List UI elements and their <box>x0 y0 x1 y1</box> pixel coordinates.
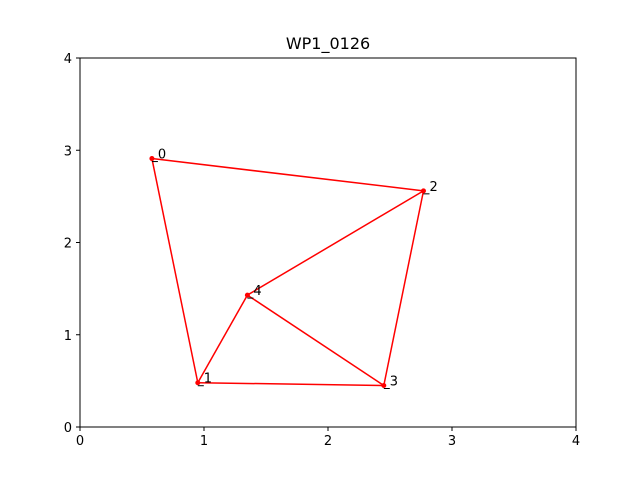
points-layer <box>149 156 426 388</box>
x-tick-label: 2 <box>324 434 332 449</box>
point-2 <box>420 188 426 194</box>
point-label-0: 0 <box>158 148 166 163</box>
y-tick-label: 1 <box>64 329 72 344</box>
edge-0-2 <box>151 157 424 192</box>
y-tick-label: 0 <box>64 421 72 436</box>
y-axis-ticks: 0 1 2 3 4 <box>64 52 80 436</box>
edges-layer <box>151 157 425 387</box>
point-0 <box>149 156 155 162</box>
point-1 <box>195 380 201 386</box>
x-tick-label: 4 <box>572 434 580 449</box>
x-axis-ticks: 0 1 2 3 4 <box>76 427 580 449</box>
point-label-1: 1 <box>204 372 212 387</box>
edge-1-3 <box>197 381 384 387</box>
point-label-2: 2 <box>429 180 437 195</box>
point-label-3: 3 <box>390 374 398 389</box>
chart-title: WP1_0126 <box>286 34 370 54</box>
y-tick-label: 2 <box>64 237 72 252</box>
x-tick-label: 0 <box>76 434 84 449</box>
point-4 <box>244 292 250 298</box>
point-3 <box>381 382 387 388</box>
y-tick-label: 4 <box>64 52 72 67</box>
point-label-4: 4 <box>253 284 261 299</box>
edge-0-1 <box>151 158 199 383</box>
y-tick-label: 3 <box>64 144 72 159</box>
x-tick-label: 3 <box>448 434 456 449</box>
edge-4-3 <box>246 294 385 387</box>
edge-3-2 <box>383 190 425 386</box>
x-tick-label: 1 <box>200 434 208 449</box>
edge-1-4 <box>197 294 249 384</box>
point-labels-layer: 0 1 2 3 4 <box>151 148 438 389</box>
edge-4-2 <box>247 190 424 296</box>
